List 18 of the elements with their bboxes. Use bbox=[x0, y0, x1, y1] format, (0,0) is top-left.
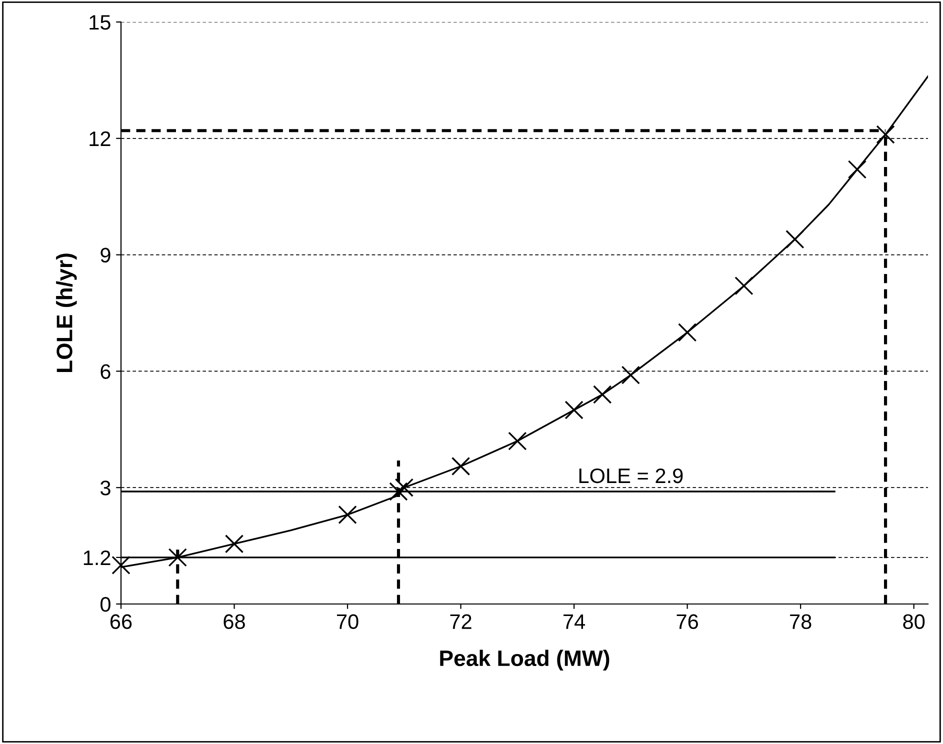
x-tick-label: 78 bbox=[790, 614, 812, 630]
y-tick-label: 9 bbox=[100, 248, 110, 263]
y-tick-label: 1.2 bbox=[84, 550, 110, 565]
y-tick-label: 12 bbox=[90, 131, 110, 146]
x-axis-title: Peak Load (MW) bbox=[440, 650, 610, 671]
x-tick-label: 80 bbox=[903, 614, 925, 630]
y-axis-title: LOLE (h/yr) bbox=[56, 254, 77, 372]
y-tick-label: 3 bbox=[100, 480, 110, 496]
annotation: LOLE = 2.9 bbox=[579, 468, 683, 484]
y-tick-label: 0 bbox=[100, 597, 110, 612]
x-tick-label: 72 bbox=[450, 614, 472, 629]
x-tick-label: 76 bbox=[676, 614, 698, 630]
x-tick-label: 74 bbox=[564, 614, 586, 629]
x-tick-label: 68 bbox=[224, 614, 245, 630]
x-tick-label: 66 bbox=[110, 614, 132, 630]
x-tick-label: 70 bbox=[337, 614, 358, 630]
y-tick-label: 15 bbox=[90, 15, 110, 30]
y-tick-label: 6 bbox=[100, 364, 110, 379]
